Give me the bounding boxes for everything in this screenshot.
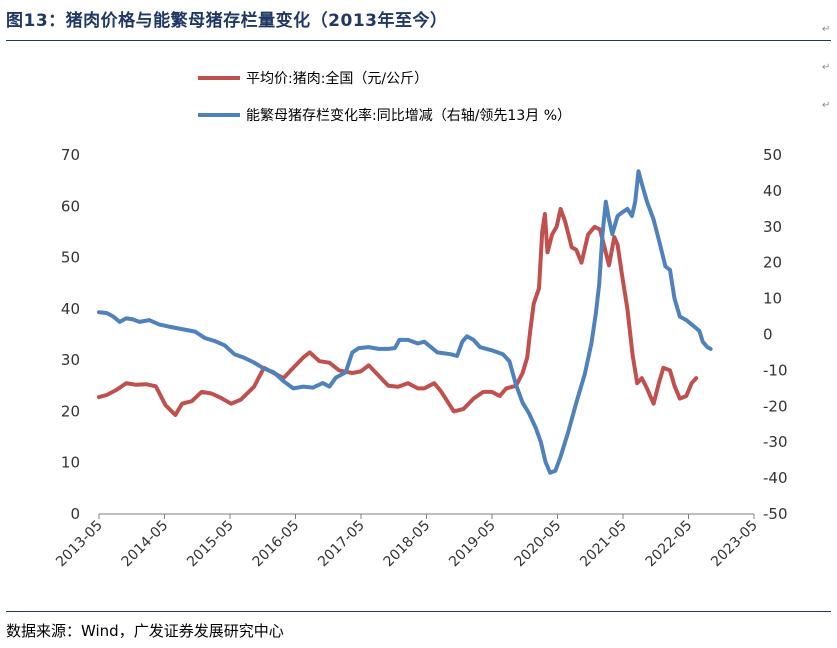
legend-label-pork-price: 平均价:猪肉:全国（元/公斤） [246,70,428,87]
title-divider [6,40,831,41]
x-tick-label: 2023-05 [708,518,761,571]
series-line-pork-price [97,206,699,417]
right-y-tick-label: 50 [763,146,782,164]
right-y-tick-label: 40 [763,182,782,200]
axes: 2013-05 2014-05 2015-05 2016-05 2017-05 2018-… [53,146,787,570]
x-tick-label: 2017-05 [315,518,368,571]
left-y-tick-label: 10 [61,454,80,472]
left-y-tick-label: 30 [61,351,80,369]
paragraph-mark-icon: ↵ [822,24,831,35]
series-line-sow-inventory [97,169,713,475]
left-y-tick-label: 50 [61,249,80,267]
legend: 平均价:猪肉:全国（元/公斤） 能繁母猪存栏变化率:同比增减（右轴/领先13月 … [198,70,571,124]
x-tick-label: 2013-05 [53,518,106,571]
right-y-tick-label: 10 [763,290,782,308]
x-tick-label: 2015-05 [184,518,237,571]
right-y-tick-label: -10 [763,361,788,379]
right-y-tick-label: 0 [763,326,773,344]
left-y-tick-label: 70 [61,146,80,164]
chart-title: 图13：猪肉价格与能繁母猪存栏量变化（2013年至今） [6,11,448,31]
x-tick-label: 2021-05 [577,518,630,571]
source-note: 数据来源：Wind，广发证券发展研究中心 [6,622,284,640]
series-lines [97,169,713,475]
right-y-tick-label: -50 [763,505,788,523]
x-tick-label: 2020-05 [512,518,565,571]
left-y-tick-label: 40 [61,300,80,318]
legend-label-sow-inventory: 能繁母猪存栏变化率:同比增减（右轴/领先13月 %） [246,107,571,124]
right-y-tick-label: 20 [763,254,782,272]
paragraph-mark-icon: ↵ [822,100,831,111]
right-y-tick-label: 30 [763,218,782,236]
x-tick-label: 2018-05 [381,518,434,571]
x-tick-label: 2019-05 [446,518,499,571]
right-y-tick-label: -20 [763,397,788,415]
footer-divider [6,611,831,612]
x-tick-label: 2022-05 [643,518,696,571]
left-y-tick-label: 60 [61,197,80,215]
x-tick-label: 2014-05 [119,518,172,571]
right-y-tick-label: -40 [763,469,788,487]
left-y-tick-label: 0 [70,505,80,523]
paragraph-mark-icon: ↵ [822,62,831,73]
x-tick-label: 2016-05 [250,518,303,571]
right-y-tick-label: -30 [763,433,788,451]
left-y-tick-label: 20 [61,402,80,420]
